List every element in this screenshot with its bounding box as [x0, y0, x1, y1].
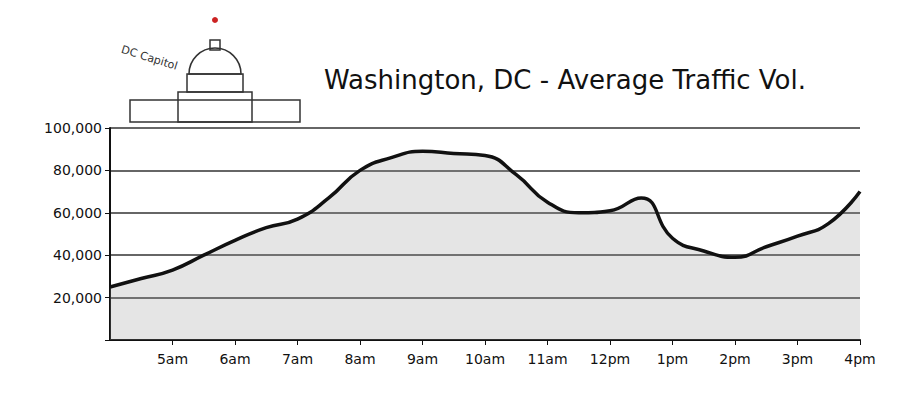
svg-text:40,000: 40,000: [53, 247, 102, 263]
svg-text:9am: 9am: [407, 351, 438, 367]
svg-text:100,000: 100,000: [44, 120, 102, 136]
svg-text:80,000: 80,000: [53, 162, 102, 178]
svg-text:11am: 11am: [527, 351, 567, 367]
svg-text:Washington, DC - Average Traff: Washington, DC - Average Traffic Vol.: [324, 65, 806, 95]
svg-text:5am: 5am: [157, 351, 188, 367]
svg-text:8am: 8am: [344, 351, 375, 367]
svg-text:20,000: 20,000: [53, 290, 102, 306]
svg-text:7am: 7am: [282, 351, 313, 367]
svg-text:60,000: 60,000: [53, 205, 102, 221]
svg-text:3pm: 3pm: [782, 351, 813, 367]
svg-text:DC Capitol: DC Capitol: [120, 43, 179, 73]
svg-text:2pm: 2pm: [719, 351, 750, 367]
svg-text:4pm: 4pm: [844, 351, 875, 367]
svg-text:1pm: 1pm: [657, 351, 688, 367]
svg-text:10am: 10am: [465, 351, 505, 367]
svg-text:6am: 6am: [219, 351, 250, 367]
svg-text:12pm: 12pm: [590, 351, 630, 367]
